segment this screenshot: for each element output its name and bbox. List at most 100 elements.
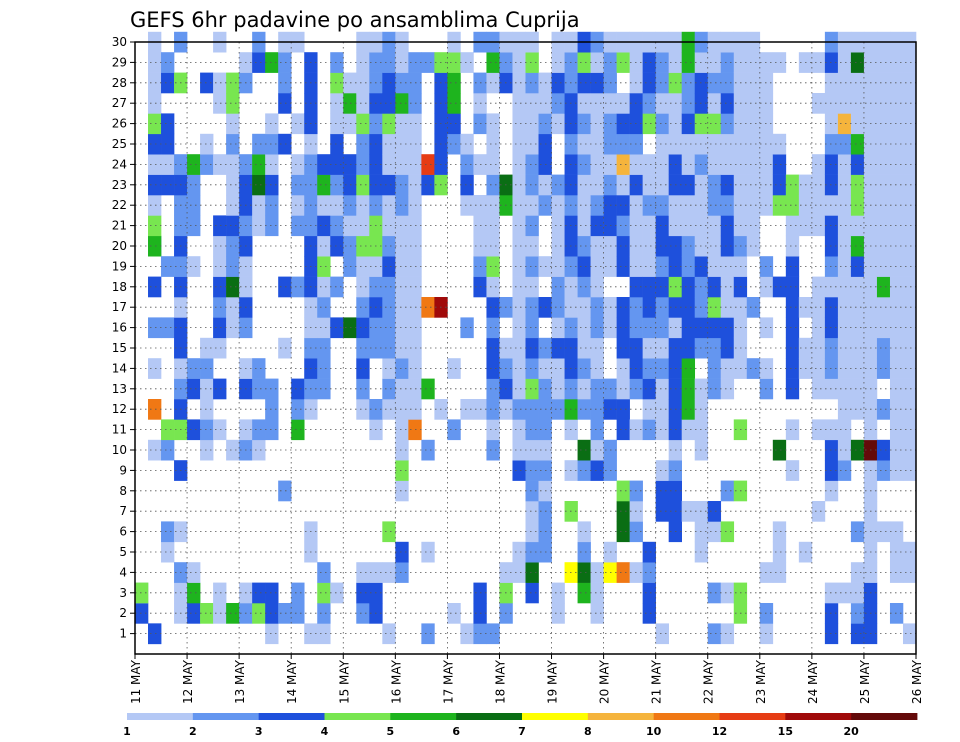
y-tick-label: 6 [119, 525, 127, 539]
heatmap-cell [707, 93, 722, 114]
heatmap-cell [590, 93, 604, 114]
heatmap-cell [720, 378, 735, 400]
heatmap-cell [707, 195, 722, 216]
heatmap-cell [486, 113, 500, 135]
heatmap-cell [512, 297, 526, 318]
heatmap-cell [148, 358, 162, 379]
heatmap-cell [811, 195, 826, 216]
heatmap-cell [161, 133, 175, 155]
heatmap-cell [551, 337, 565, 359]
x-tick-label: 24 MAY [806, 659, 820, 704]
heatmap-cell [148, 195, 162, 216]
heatmap-cell [785, 174, 800, 196]
heatmap-cell [291, 582, 305, 604]
heatmap-cell [395, 256, 409, 277]
heatmap-cell [902, 174, 917, 196]
heatmap-cell [681, 317, 696, 339]
heatmap-cell [356, 603, 370, 624]
heatmap-cell [811, 215, 826, 237]
heatmap-cell [720, 276, 735, 298]
heatmap-cell [746, 72, 761, 94]
heatmap-cell [824, 235, 839, 257]
heatmap-cell [161, 174, 175, 196]
heatmap-cell [824, 297, 839, 318]
heatmap-cell [889, 603, 904, 624]
y-tick-label: 25 [112, 137, 127, 151]
y-tick-label: 20 [112, 239, 127, 253]
heatmap-cell [876, 317, 891, 339]
heatmap-cell [395, 358, 409, 379]
heatmap-cell [551, 93, 565, 114]
x-tick-label: 26 MAY [910, 659, 924, 704]
heatmap-cell [811, 276, 826, 298]
heatmap-cell [889, 541, 904, 563]
heatmap-cell [278, 72, 292, 94]
heatmap-cell [824, 317, 839, 339]
heatmap-cell [187, 174, 201, 196]
heatmap-cell [720, 317, 735, 339]
heatmap-cell [889, 72, 904, 94]
heatmap-cell [616, 297, 630, 318]
heatmap-cell [642, 113, 656, 135]
heatmap-cell [681, 337, 696, 359]
heatmap-cell [824, 256, 839, 277]
heatmap-cell [837, 337, 852, 359]
heatmap-cell [447, 603, 461, 624]
heatmap-cell [902, 215, 917, 237]
heatmap-cell [512, 133, 526, 155]
heatmap-cell [512, 174, 526, 196]
heatmap-cell [226, 297, 240, 318]
heatmap-cell [590, 113, 604, 135]
heatmap-cell [512, 317, 526, 339]
heatmap-cell [889, 378, 904, 400]
heatmap-cell [525, 399, 539, 420]
heatmap-cell [551, 603, 565, 624]
heatmap-cell [785, 337, 800, 359]
heatmap-cell [824, 133, 839, 155]
heatmap-cell [590, 358, 604, 379]
heatmap-cell [837, 113, 852, 135]
heatmap-cell [720, 93, 735, 114]
heatmap-cell [395, 378, 409, 400]
heatmap-cell [317, 562, 331, 583]
heatmap-cell [746, 358, 761, 379]
heatmap-cell [187, 562, 201, 583]
heatmap-cell [486, 133, 500, 155]
heatmap-cell [343, 215, 357, 237]
heatmap-cell [746, 113, 761, 135]
heatmap-cell [889, 521, 904, 543]
heatmap-cell [681, 72, 696, 94]
heatmap-cell [577, 93, 591, 114]
heatmap-cell [395, 562, 409, 583]
heatmap-cell [356, 317, 370, 339]
y-tick-label: 10 [112, 443, 127, 457]
heatmap-cell [681, 501, 696, 522]
heatmap-cell [148, 174, 162, 196]
heatmap-cell [226, 256, 240, 277]
legend-color-swatch [522, 713, 589, 720]
heatmap-cell [902, 52, 917, 73]
heatmap-cell [850, 317, 865, 339]
heatmap-cell [616, 337, 630, 359]
heatmap-cell [590, 195, 604, 216]
heatmap-cell [525, 256, 539, 277]
heatmap-cell [447, 419, 461, 441]
heatmap-cell [421, 174, 435, 196]
heatmap-cell [681, 399, 696, 420]
heatmap-cell [876, 235, 891, 257]
heatmap-cell [421, 541, 435, 563]
heatmap-cell [187, 154, 201, 175]
heatmap-cell [850, 235, 865, 257]
heatmap-cell [187, 215, 201, 237]
heatmap-cell [278, 603, 292, 624]
y-tick-label: 27 [112, 96, 127, 110]
heatmap-cell [525, 93, 539, 114]
heatmap-cell [330, 235, 344, 257]
heatmap-cell [330, 317, 344, 339]
heatmap-cell [525, 460, 539, 481]
heatmap-cell [395, 174, 409, 196]
heatmap-cell [850, 174, 865, 196]
legend-level-label: 7 [518, 725, 526, 738]
heatmap-cell [226, 174, 240, 196]
heatmap-cell [200, 133, 214, 155]
